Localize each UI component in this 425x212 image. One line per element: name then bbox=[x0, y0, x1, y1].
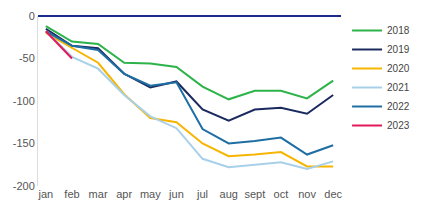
svg-text:mar: mar bbox=[89, 188, 108, 200]
svg-text:may: may bbox=[140, 188, 161, 200]
svg-text:jan: jan bbox=[37, 188, 53, 200]
svg-text:0: 0 bbox=[29, 10, 35, 22]
svg-text:2020: 2020 bbox=[387, 63, 410, 74]
svg-text:2021: 2021 bbox=[387, 82, 410, 93]
svg-text:2022: 2022 bbox=[387, 101, 410, 112]
svg-text:-50: -50 bbox=[19, 52, 35, 64]
svg-text:-100: -100 bbox=[13, 95, 35, 107]
svg-text:oct: oct bbox=[274, 188, 289, 200]
svg-text:dec: dec bbox=[324, 188, 342, 200]
svg-text:sept: sept bbox=[244, 188, 265, 200]
svg-text:jun: jun bbox=[168, 188, 184, 200]
svg-text:2018: 2018 bbox=[387, 25, 410, 36]
svg-text:-150: -150 bbox=[13, 137, 35, 149]
svg-text:aug: aug bbox=[220, 188, 238, 200]
svg-text:nov: nov bbox=[298, 188, 316, 200]
svg-text:2023: 2023 bbox=[387, 120, 410, 131]
svg-text:jul: jul bbox=[196, 188, 208, 200]
svg-text:apr: apr bbox=[116, 188, 132, 200]
svg-text:-200: -200 bbox=[13, 180, 35, 192]
svg-text:2019: 2019 bbox=[387, 44, 410, 55]
svg-text:feb: feb bbox=[64, 188, 79, 200]
